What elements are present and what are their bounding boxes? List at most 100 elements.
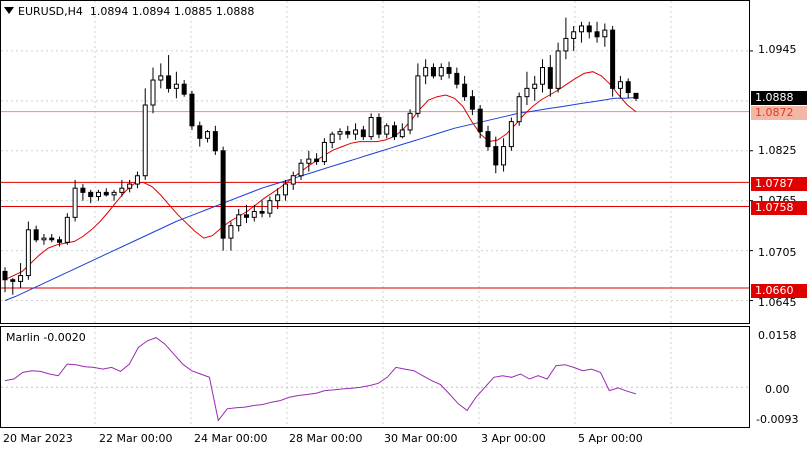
candle-body: [259, 211, 265, 214]
candle-body: [111, 191, 117, 196]
candle-body: [95, 191, 101, 198]
candle-body: [329, 133, 335, 143]
price-tick: 1.0945: [758, 43, 797, 56]
candle-body: [399, 129, 405, 138]
time-label: 5 Apr 00:00: [578, 432, 643, 445]
candle-body: [150, 79, 156, 106]
candle-body: [360, 129, 366, 138]
candle-body: [18, 275, 24, 282]
candle-body: [516, 96, 522, 123]
candle-body: [454, 72, 460, 85]
candle-body: [49, 237, 55, 241]
candle-body: [493, 146, 499, 166]
candle-body: [33, 229, 39, 241]
candle-body: [540, 67, 546, 85]
candle-body: [41, 237, 47, 241]
level-label-2: 1.0787: [751, 177, 807, 191]
candle-body: [407, 112, 413, 131]
current-price-label: 1.0888: [751, 91, 807, 105]
candle-body: [563, 37, 569, 52]
candle-body: [72, 187, 78, 218]
candle-body: [267, 200, 273, 214]
candle-body: [251, 211, 257, 218]
price-tick: 1.0825: [758, 144, 797, 157]
fast-moving-average-line: [4, 71, 637, 281]
candle-body: [415, 75, 421, 114]
candle-body: [134, 175, 140, 185]
triangle-down-icon[interactable]: [4, 7, 14, 14]
price-tick: 1.0705: [758, 246, 797, 259]
time-label: 3 Apr 00:00: [481, 432, 546, 445]
candle-body: [469, 96, 475, 110]
candle-body: [80, 187, 86, 193]
candle-body: [446, 67, 452, 74]
candle-body: [384, 125, 390, 135]
candle-body: [477, 108, 483, 133]
candle-body: [173, 83, 179, 89]
price-tick: 1.0645: [758, 296, 797, 309]
candle-body: [166, 75, 172, 89]
level-label-1: 1.0872: [751, 106, 807, 120]
candle-body: [275, 194, 281, 202]
candle-body: [532, 83, 538, 89]
candle-body: [298, 162, 304, 177]
candle-body: [314, 158, 320, 163]
main-plot-frame: [0, 0, 750, 324]
candle-body: [501, 146, 507, 166]
candle-body: [586, 25, 592, 33]
ohlc-values: 1.0894 1.0894 1.0885 1.0888: [89, 5, 255, 18]
level-label-4: 1.0660: [751, 284, 807, 298]
candle-body: [10, 279, 16, 282]
candle-body: [205, 131, 211, 139]
candle-body: [88, 191, 94, 198]
candle-body: [212, 131, 218, 152]
horizontal-level-lines[interactable]: [1, 111, 749, 289]
candle-body: [555, 50, 561, 89]
indicator-tick: 0.0158: [758, 329, 797, 342]
candle-body: [508, 121, 514, 148]
candle-body: [142, 104, 148, 177]
candle-body: [392, 125, 398, 138]
candle-body: [485, 131, 491, 148]
candle-body: [181, 83, 187, 95]
candle-body: [633, 92, 639, 99]
indicator-tick: -0.0093: [756, 413, 799, 426]
candle-body: [578, 25, 584, 33]
candle-body: [119, 187, 125, 193]
candle-body: [602, 29, 608, 38]
moving-averages: [4, 71, 637, 301]
candle-body: [321, 141, 327, 163]
time-label: 24 Mar 00:00: [194, 432, 268, 445]
candle-body: [197, 125, 203, 139]
candle-body: [127, 183, 133, 189]
candle-body: [571, 31, 577, 39]
candle-body: [423, 67, 429, 77]
candle-body: [462, 83, 468, 98]
candle-body: [625, 81, 631, 94]
candle-body: [610, 29, 616, 89]
candle-body: [524, 87, 530, 98]
level-label-3: 1.0758: [751, 201, 807, 215]
candle-body: [368, 116, 374, 138]
candle-body: [2, 270, 8, 281]
candle-body: [189, 93, 195, 127]
candle-body: [103, 191, 109, 196]
candle-body: [25, 229, 31, 277]
candle-body: [64, 216, 70, 243]
marlin-oscillator: [1, 337, 749, 422]
candlestick-series: [2, 17, 639, 295]
time-label: 30 Mar 00:00: [384, 432, 458, 445]
candle-body: [306, 158, 312, 164]
candle-body: [158, 75, 164, 81]
time-label: 20 Mar 2023: [3, 432, 73, 445]
candle-body: [57, 239, 63, 243]
marlin-line: [4, 337, 637, 422]
candle-body: [345, 131, 351, 135]
indicator-label: Marlin -0.0020: [6, 331, 86, 344]
grid-lines: [1, 1, 749, 427]
time-label: 28 Mar 00:00: [289, 432, 363, 445]
axis-ticks: [749, 50, 753, 302]
candle-body: [337, 131, 343, 135]
